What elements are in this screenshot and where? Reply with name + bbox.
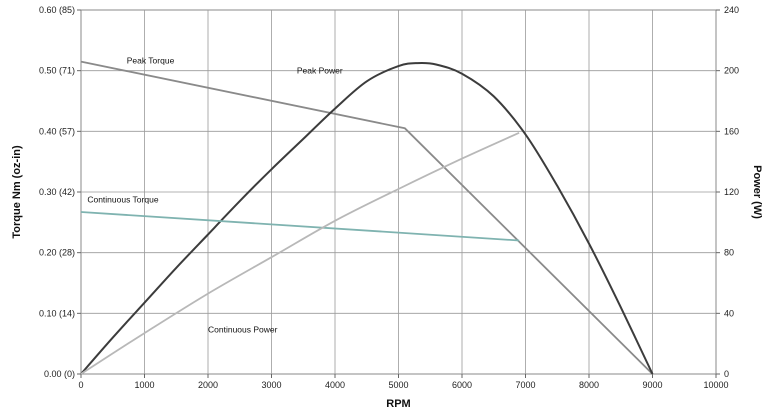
- grid: [81, 10, 716, 374]
- x-tick-label: 2000: [198, 380, 218, 390]
- x-tick-label: 0: [78, 380, 83, 390]
- y-left-tick-label: 0.00 (0): [44, 369, 75, 379]
- x-tick-label: 8000: [579, 380, 599, 390]
- x-tick-label: 5000: [388, 380, 408, 390]
- x-tick-label: 3000: [261, 380, 281, 390]
- x-tick-label: 7000: [515, 380, 535, 390]
- y-left-axis-title: Torque Nm (oz-in): [11, 145, 23, 239]
- y-left-tick-label: 0.30 (42): [39, 187, 75, 197]
- y-right-axis-title: Power (W): [751, 165, 763, 219]
- x-tick-label: 6000: [452, 380, 472, 390]
- continuous-torque-label: Continuous Torque: [87, 194, 158, 204]
- x-tick-label: 10000: [703, 380, 728, 390]
- y-left-tick-label: 0.10 (14): [39, 308, 75, 318]
- continuous-power-label: Continuous Power: [208, 325, 278, 335]
- y-left-tick-label: 0.60 (85): [39, 5, 75, 15]
- y-right-tick-label: 40: [724, 308, 734, 318]
- series-labels: Peak Torque Peak Power Continuous Torque Co…: [87, 55, 343, 334]
- y-right-tick-label: 120: [724, 187, 739, 197]
- y-right-tick-label: 160: [724, 126, 739, 136]
- x-tick-label: 1000: [134, 380, 154, 390]
- continuous-power-line: [80, 131, 520, 375]
- continuous-torque-line: [80, 211, 520, 242]
- y-left-tick-label: 0.40 (57): [39, 126, 75, 136]
- y-right-tick-label: 240: [724, 5, 739, 15]
- y-right-tick-label: 0: [724, 369, 729, 379]
- peak-torque-label: Peak Torque: [127, 55, 175, 65]
- peak-power-line: [80, 61, 654, 375]
- x-tick-label: 9000: [642, 380, 662, 390]
- series-layer: [80, 60, 654, 375]
- peak-torque-line: [80, 60, 654, 375]
- ticks-layer: 0 1000 2000 3000 4000 5000 6000 7000 8000 9000 100…: [39, 5, 739, 390]
- y-left-tick-label: 0.50 (71): [39, 66, 75, 76]
- y-right-tick-label: 200: [724, 66, 739, 76]
- y-right-tick-label: 80: [724, 248, 734, 258]
- peak-power-label: Peak Power: [297, 66, 343, 76]
- y-left-tick-label: 0.20 (28): [39, 248, 75, 258]
- x-axis-title: RPM: [386, 398, 410, 410]
- x-tick-label: 4000: [325, 380, 345, 390]
